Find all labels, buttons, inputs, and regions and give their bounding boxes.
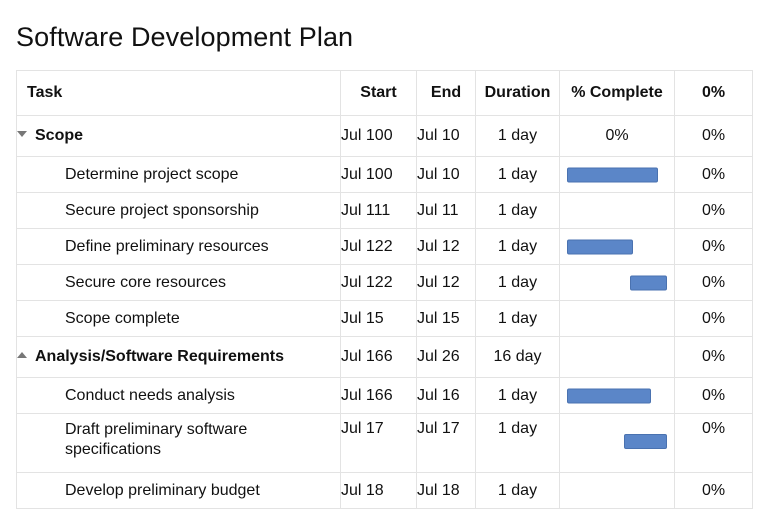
- start-cell: Jul 100: [340, 115, 417, 157]
- progress-bar[interactable]: [629, 275, 668, 290]
- task-cell: Analysis/Software Requirements: [16, 336, 341, 378]
- last-cell: 0%: [674, 228, 753, 265]
- start-cell: Jul 18: [340, 472, 417, 509]
- end-cell: Jul 12: [416, 264, 476, 301]
- complete-cell: [559, 336, 675, 378]
- column-header-last[interactable]: 0%: [674, 70, 753, 116]
- end-cell: Jul 10: [416, 115, 476, 157]
- progress-cell: [559, 472, 675, 509]
- table-row[interactable]: Develop preliminary budget Jul 18 Jul 18…: [16, 472, 753, 509]
- column-header-task[interactable]: Task: [16, 70, 341, 116]
- triangle-down-icon[interactable]: [17, 130, 27, 137]
- group-label: Analysis/Software Requirements: [35, 348, 284, 365]
- end-cell: Jul 12: [416, 228, 476, 265]
- progress-cell: [559, 377, 675, 414]
- progress-bar[interactable]: [566, 167, 659, 182]
- start-cell: Jul 166: [340, 336, 417, 378]
- task-label: Secure project sponsorship: [16, 192, 341, 229]
- progress-cell: [559, 300, 675, 337]
- table-row[interactable]: Draft preliminary software specification…: [16, 413, 753, 473]
- last-cell: 0%: [674, 413, 753, 473]
- end-cell: Jul 26: [416, 336, 476, 378]
- task-cell: Scope: [16, 115, 341, 157]
- duration-cell: 1 day: [475, 192, 560, 229]
- complete-cell: 0%: [559, 115, 675, 157]
- table-row[interactable]: Secure project sponsorship Jul 111 Jul 1…: [16, 192, 753, 229]
- table-row[interactable]: Determine project scope Jul 100 Jul 10 1…: [16, 156, 753, 193]
- triangle-up-icon[interactable]: [17, 351, 27, 358]
- task-label: Conduct needs analysis: [16, 377, 341, 414]
- progress-bar[interactable]: [623, 434, 668, 449]
- start-cell: Jul 15: [340, 300, 417, 337]
- duration-cell: 1 day: [475, 156, 560, 193]
- duration-cell: 1 day: [475, 413, 560, 473]
- table-header-row: Task Start End Duration % Complete 0%: [16, 70, 753, 116]
- column-header-end[interactable]: End: [416, 70, 476, 116]
- last-cell: 0%: [674, 300, 753, 337]
- last-cell: 0%: [674, 156, 753, 193]
- task-label: Develop preliminary budget: [16, 472, 341, 509]
- start-cell: Jul 122: [340, 264, 417, 301]
- table-row[interactable]: Secure core resources Jul 122 Jul 12 1 d…: [16, 264, 753, 301]
- end-cell: Jul 17: [416, 413, 476, 473]
- table-row[interactable]: Conduct needs analysis Jul 166 Jul 16 1 …: [16, 377, 753, 414]
- end-cell: Jul 16: [416, 377, 476, 414]
- duration-cell: 1 day: [475, 115, 560, 157]
- task-label: Scope complete: [16, 300, 341, 337]
- task-label: Determine project scope: [16, 156, 341, 193]
- task-table: Task Start End Duration % Complete 0% Sc…: [16, 70, 753, 509]
- progress-bar[interactable]: [566, 239, 633, 254]
- end-cell: Jul 11: [416, 192, 476, 229]
- start-cell: Jul 111: [340, 192, 417, 229]
- end-cell: Jul 10: [416, 156, 476, 193]
- duration-cell: 1 day: [475, 228, 560, 265]
- progress-cell: [559, 413, 675, 473]
- progress-cell: [559, 264, 675, 301]
- last-cell: 0%: [674, 192, 753, 229]
- end-cell: Jul 18: [416, 472, 476, 509]
- column-header-complete[interactable]: % Complete: [559, 70, 675, 116]
- group-row-analysis[interactable]: Analysis/Software Requirements Jul 166 J…: [16, 336, 753, 378]
- last-cell: 0%: [674, 264, 753, 301]
- column-header-duration[interactable]: Duration: [475, 70, 560, 116]
- group-row-scope[interactable]: Scope Jul 100 Jul 10 1 day 0% 0%: [16, 115, 753, 157]
- end-cell: Jul 15: [416, 300, 476, 337]
- start-cell: Jul 166: [340, 377, 417, 414]
- task-label: Draft preliminary software specification…: [16, 413, 341, 473]
- duration-cell: 1 day: [475, 472, 560, 509]
- last-cell: 0%: [674, 336, 753, 378]
- task-label: Define preliminary resources: [16, 228, 341, 265]
- progress-cell: [559, 156, 675, 193]
- last-cell: 0%: [674, 115, 753, 157]
- task-label: Secure core resources: [16, 264, 341, 301]
- start-cell: Jul 100: [340, 156, 417, 193]
- last-cell: 0%: [674, 472, 753, 509]
- start-cell: Jul 17: [340, 413, 417, 473]
- group-label: Scope: [35, 127, 84, 144]
- page-title: Software Development Plan: [16, 22, 354, 52]
- table-row[interactable]: Define preliminary resources Jul 122 Jul…: [16, 228, 753, 265]
- duration-cell: 1 day: [475, 264, 560, 301]
- start-cell: Jul 122: [340, 228, 417, 265]
- duration-cell: 1 day: [475, 300, 560, 337]
- last-cell: 0%: [674, 377, 753, 414]
- progress-cell: [559, 228, 675, 265]
- progress-cell: [559, 192, 675, 229]
- column-header-start[interactable]: Start: [340, 70, 417, 116]
- table-row[interactable]: Scope complete Jul 15 Jul 15 1 day 0%: [16, 300, 753, 337]
- progress-bar[interactable]: [566, 388, 652, 403]
- duration-cell: 1 day: [475, 377, 560, 414]
- duration-cell: 16 day: [475, 336, 560, 378]
